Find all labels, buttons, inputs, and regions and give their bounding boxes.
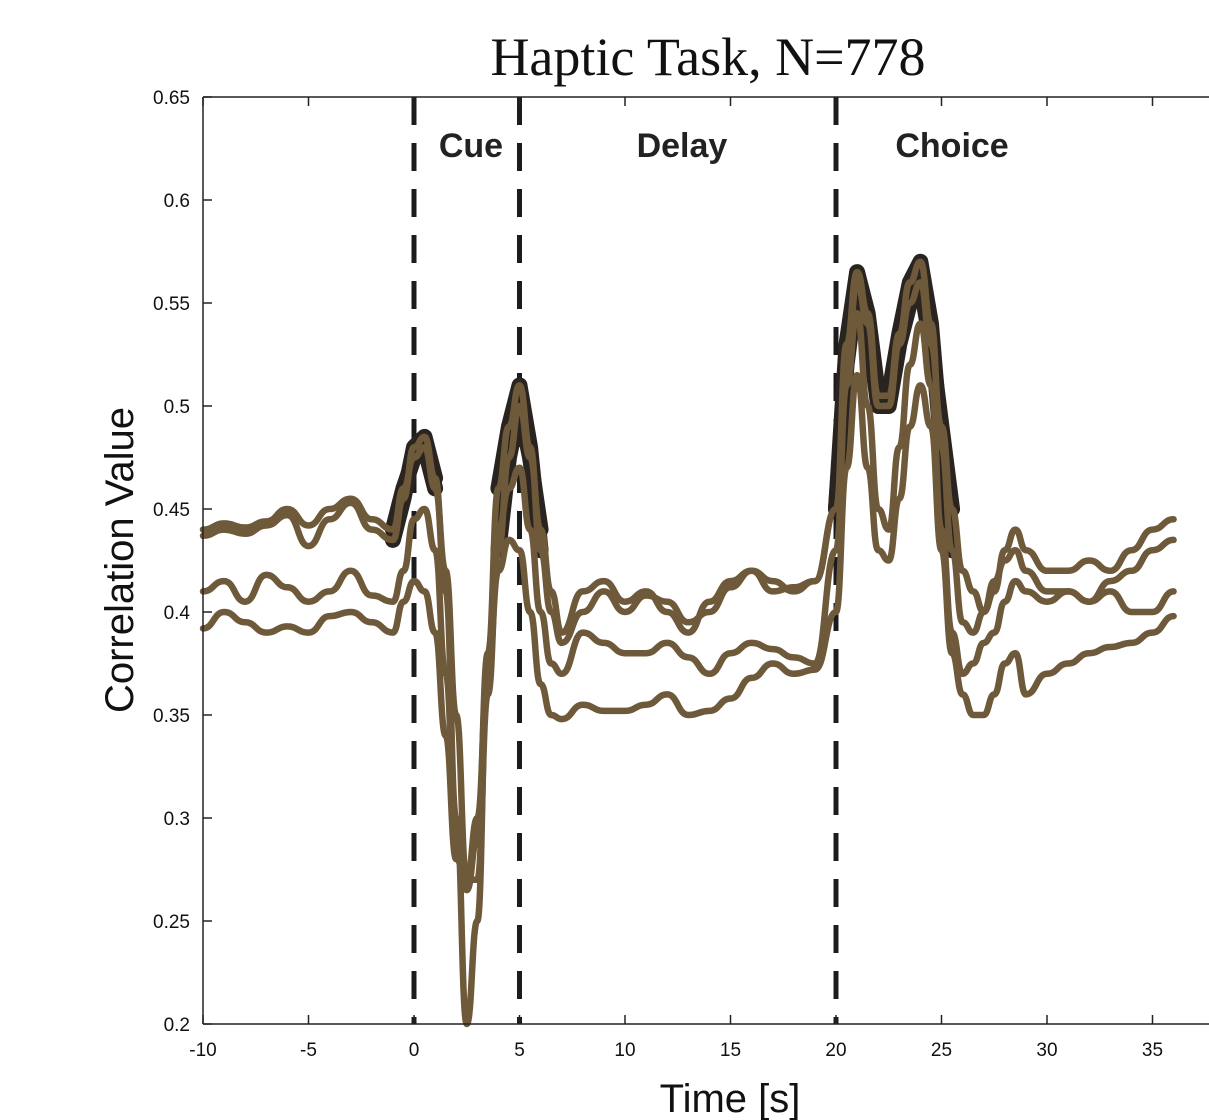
phase-labels: Cue Delay Choice (439, 127, 1009, 165)
x-tick-label: 30 (1036, 1040, 1057, 1061)
y-tick-label: 0.25 (153, 912, 190, 933)
y-tick-label: 0.55 (153, 294, 190, 315)
line-layer (199, 258, 1177, 1028)
y-tick-label: 0.3 (164, 809, 190, 830)
phase-label: Choice (895, 127, 1008, 165)
x-tick-label: -10 (189, 1040, 216, 1061)
x-axis-label: Time [s] (660, 1077, 801, 1120)
x-tick-label: 25 (931, 1040, 952, 1061)
x-tick-label: 10 (614, 1040, 635, 1061)
y-tick-label: 0.4 (164, 603, 191, 624)
y-tick-label: 0.2 (164, 1015, 190, 1036)
x-tick-label: 15 (720, 1040, 741, 1061)
y-axis-label: Correlation Value (98, 407, 142, 713)
y-tick-label: 0.45 (153, 500, 190, 521)
y-tick-label: 0.6 (164, 191, 190, 212)
chart-title: Haptic Task, N=778 (490, 27, 925, 87)
axes (202, 96, 1209, 1025)
series-line (199, 279, 1177, 884)
plot-area (203, 97, 1209, 1024)
phase-label: Cue (439, 127, 503, 165)
y-tick-label: 0.5 (164, 397, 190, 418)
series-line (199, 371, 1177, 884)
x-tick-label: 0 (409, 1040, 420, 1061)
series-line (199, 258, 1177, 1028)
x-tick-label: 35 (1142, 1040, 1163, 1061)
series-layer (199, 253, 1177, 1028)
phase-label: Delay (637, 127, 728, 165)
y-tick-label: 0.65 (153, 88, 190, 109)
x-tick-label: 5 (514, 1040, 525, 1061)
plot-frame (203, 97, 1209, 1024)
x-tick-label: 20 (825, 1040, 846, 1061)
tick-labels: -10 -5 0 5 10 15 20 25 30 35 0.2 0.25 0.3 0.35 0.4 0.45… (153, 88, 1163, 1061)
y-tick-label: 0.35 (153, 706, 190, 727)
series-line (199, 310, 1177, 894)
x-tick-label: -5 (300, 1040, 317, 1061)
